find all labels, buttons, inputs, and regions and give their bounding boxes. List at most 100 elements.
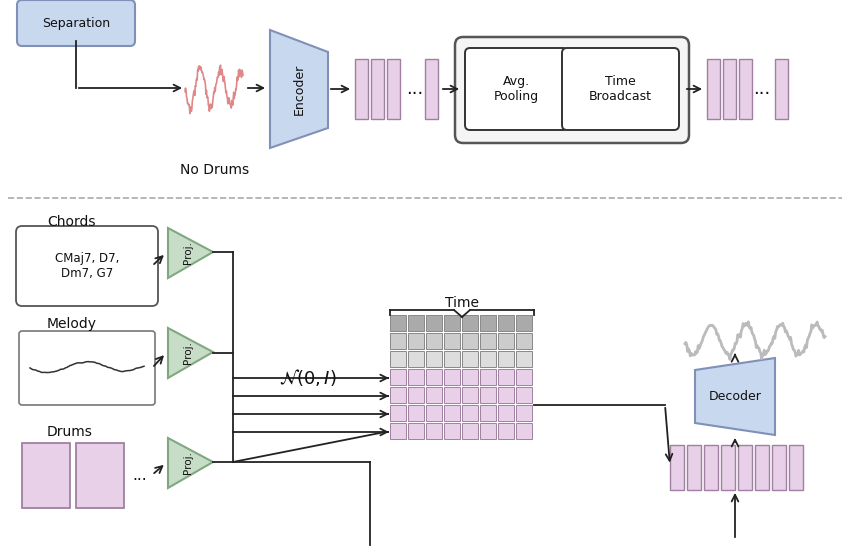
- Bar: [516, 315, 532, 331]
- Bar: [462, 369, 478, 385]
- Bar: [76, 443, 124, 508]
- Bar: [498, 387, 514, 403]
- Bar: [462, 405, 478, 421]
- Bar: [498, 423, 514, 439]
- Polygon shape: [168, 328, 213, 378]
- Text: Proj.: Proj.: [183, 241, 193, 264]
- Bar: [498, 315, 514, 331]
- Bar: [408, 333, 424, 349]
- Bar: [426, 405, 442, 421]
- Bar: [426, 333, 442, 349]
- Bar: [426, 423, 442, 439]
- Text: Separation: Separation: [42, 16, 110, 30]
- FancyBboxPatch shape: [16, 226, 158, 306]
- FancyBboxPatch shape: [17, 0, 135, 46]
- Bar: [390, 315, 406, 331]
- Bar: [670, 445, 684, 490]
- Bar: [789, 445, 803, 490]
- Bar: [390, 405, 406, 421]
- Bar: [408, 351, 424, 367]
- Bar: [687, 445, 701, 490]
- Bar: [390, 351, 406, 367]
- Text: Decoder: Decoder: [709, 390, 762, 404]
- Text: ...: ...: [753, 80, 771, 98]
- Bar: [498, 405, 514, 421]
- Bar: [775, 59, 788, 119]
- FancyBboxPatch shape: [562, 48, 679, 130]
- Bar: [516, 351, 532, 367]
- Bar: [707, 59, 720, 119]
- Bar: [498, 333, 514, 349]
- Bar: [444, 333, 460, 349]
- Bar: [444, 423, 460, 439]
- Bar: [704, 445, 718, 490]
- Bar: [22, 443, 70, 508]
- Text: Encoder: Encoder: [292, 63, 305, 115]
- Text: Drums: Drums: [47, 425, 93, 439]
- Bar: [738, 445, 752, 490]
- Polygon shape: [695, 358, 775, 435]
- Bar: [755, 445, 769, 490]
- Text: Melody: Melody: [47, 317, 97, 331]
- Bar: [408, 405, 424, 421]
- Bar: [516, 333, 532, 349]
- Polygon shape: [270, 30, 328, 148]
- Bar: [462, 315, 478, 331]
- Bar: [426, 315, 442, 331]
- Bar: [444, 387, 460, 403]
- Bar: [480, 405, 496, 421]
- Text: ...: ...: [133, 468, 147, 483]
- Bar: [408, 423, 424, 439]
- Text: No Drums: No Drums: [180, 163, 250, 177]
- FancyBboxPatch shape: [19, 331, 155, 405]
- Bar: [426, 387, 442, 403]
- Bar: [480, 351, 496, 367]
- Bar: [480, 387, 496, 403]
- Bar: [462, 351, 478, 367]
- FancyBboxPatch shape: [465, 48, 568, 130]
- Bar: [408, 387, 424, 403]
- Bar: [721, 445, 735, 490]
- Bar: [426, 369, 442, 385]
- Bar: [480, 369, 496, 385]
- Bar: [444, 405, 460, 421]
- Bar: [772, 445, 786, 490]
- Bar: [390, 369, 406, 385]
- Polygon shape: [168, 228, 213, 278]
- Bar: [462, 423, 478, 439]
- Text: Proj.: Proj.: [183, 342, 193, 365]
- Text: Time: Time: [445, 296, 479, 310]
- FancyBboxPatch shape: [455, 37, 689, 143]
- Polygon shape: [168, 438, 213, 488]
- Bar: [355, 59, 368, 119]
- Bar: [739, 59, 752, 119]
- Text: ...: ...: [406, 80, 423, 98]
- Bar: [516, 423, 532, 439]
- Bar: [498, 351, 514, 367]
- Text: Proj.: Proj.: [183, 451, 193, 474]
- Bar: [480, 315, 496, 331]
- Bar: [462, 387, 478, 403]
- Bar: [498, 369, 514, 385]
- Text: Time
Broadcast: Time Broadcast: [588, 75, 651, 103]
- Bar: [408, 315, 424, 331]
- Bar: [444, 315, 460, 331]
- Bar: [425, 59, 438, 119]
- Bar: [408, 369, 424, 385]
- Bar: [390, 423, 406, 439]
- Bar: [387, 59, 400, 119]
- Bar: [723, 59, 736, 119]
- Bar: [516, 387, 532, 403]
- Text: $\mathcal{N}(0, I)$: $\mathcal{N}(0, I)$: [279, 367, 337, 389]
- Bar: [390, 333, 406, 349]
- Bar: [390, 387, 406, 403]
- Bar: [444, 369, 460, 385]
- Bar: [462, 333, 478, 349]
- Text: CMaj7, D7,
Dm7, G7: CMaj7, D7, Dm7, G7: [54, 252, 119, 280]
- Text: Chords: Chords: [47, 215, 95, 229]
- Bar: [516, 369, 532, 385]
- Bar: [444, 351, 460, 367]
- Bar: [516, 405, 532, 421]
- Bar: [371, 59, 384, 119]
- Bar: [426, 351, 442, 367]
